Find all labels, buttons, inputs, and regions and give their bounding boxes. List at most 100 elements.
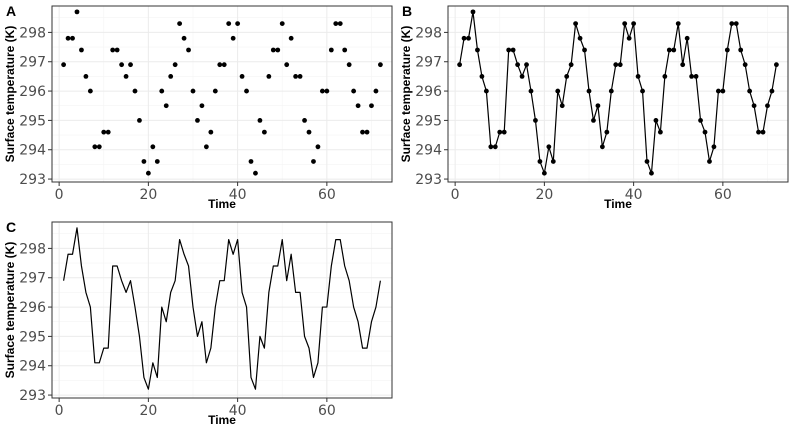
x-tick-label-c: 40: [229, 403, 247, 419]
data-point-a: [168, 74, 174, 79]
data-point-b: [608, 88, 614, 94]
data-point-a: [297, 74, 303, 79]
data-point-a: [226, 21, 232, 26]
data-point-a: [342, 47, 348, 53]
data-point-b: [724, 47, 730, 53]
data-point-b: [470, 9, 476, 15]
y-tick-label-c: 296: [19, 300, 46, 316]
data-point-a: [235, 21, 241, 26]
data-point-a: [119, 62, 125, 68]
y-tick-label-a: 298: [19, 25, 46, 41]
data-point-b: [497, 129, 503, 135]
data-point-b: [457, 62, 462, 68]
data-point-b: [510, 47, 516, 53]
data-point-a: [145, 170, 151, 176]
data-point-b: [599, 144, 605, 150]
panel-a: 0 20 40 60 293 294 295 296 297 298 Time Surface tem…: [3, 3, 393, 211]
data-point-b: [595, 103, 601, 109]
y-tick-label-b: 293: [415, 172, 442, 188]
data-point-b: [631, 21, 637, 26]
data-point-a: [137, 118, 142, 123]
data-point-a: [230, 35, 236, 41]
data-point-a: [141, 159, 147, 164]
data-point-b: [541, 170, 547, 176]
panel-label-c: C: [6, 219, 16, 235]
y-axis-title-a: Surface temperature (K): [3, 26, 17, 163]
panel-c: 0 20 40 60 293 294 295 296 297 298 Time Surface tem…: [3, 219, 393, 427]
plot-background-c: [52, 222, 392, 398]
data-point-b: [662, 74, 668, 79]
data-point-a: [244, 88, 249, 94]
data-point-b: [501, 129, 507, 135]
data-point-a: [199, 103, 205, 109]
data-point-a: [369, 103, 374, 109]
data-point-b: [528, 88, 534, 94]
panel-label-a: A: [6, 3, 16, 19]
data-point-a: [266, 74, 272, 79]
data-point-b: [586, 88, 592, 94]
y-tick-label-c: 298: [19, 241, 46, 257]
data-point-a: [288, 35, 294, 41]
data-point-a: [360, 129, 365, 135]
plot-background-b: [448, 6, 788, 182]
x-axis-title-b: Time: [604, 197, 632, 211]
data-point-b: [559, 103, 565, 109]
data-point-b: [492, 144, 498, 150]
y-tick-label-b: 294: [415, 143, 442, 159]
data-point-b: [550, 159, 556, 164]
data-point-b: [742, 62, 748, 68]
data-point-b: [702, 129, 708, 135]
y-axis-title-c: Surface temperature (K): [3, 242, 17, 379]
data-point-a: [177, 21, 183, 26]
x-tick-label-b: 0: [451, 187, 460, 203]
data-point-a: [128, 62, 133, 68]
data-point-a: [311, 159, 316, 164]
data-point-a: [203, 144, 209, 150]
data-point-b: [533, 118, 538, 123]
data-point-b: [524, 62, 529, 68]
data-point-b: [582, 47, 587, 53]
data-point-a: [293, 74, 299, 79]
data-point-a: [306, 129, 312, 135]
panel-border-c: [51, 221, 393, 399]
y-tick-label-a: 294: [19, 143, 46, 159]
y-tick-label-b: 297: [415, 55, 442, 71]
y-tick-label-c: 294: [19, 359, 46, 375]
data-point-b: [466, 35, 471, 41]
data-point-a: [96, 144, 102, 150]
x-tick-label-c: 60: [318, 403, 336, 419]
data-point-b: [774, 62, 779, 68]
data-point-b: [573, 21, 579, 26]
y-tick-label-c: 297: [19, 271, 46, 287]
data-point-b: [698, 118, 703, 123]
data-point-a: [337, 21, 343, 26]
y-tick-label-c: 295: [19, 329, 46, 345]
data-point-b: [680, 62, 686, 68]
data-point-a: [333, 21, 339, 26]
data-point-b: [591, 118, 596, 123]
series-line-c: [63, 227, 381, 390]
data-point-b: [707, 159, 712, 164]
data-point-b: [622, 21, 628, 26]
data-point-b: [475, 47, 480, 53]
data-point-a: [150, 144, 156, 150]
data-point-b: [729, 21, 735, 26]
data-point-b: [613, 62, 619, 68]
data-point-a: [248, 159, 254, 164]
x-tick-label-a: 60: [318, 187, 336, 203]
data-point-a: [239, 74, 245, 79]
data-point-a: [346, 62, 352, 68]
data-point-b: [519, 74, 525, 79]
data-point-a: [319, 88, 325, 94]
data-point-a: [110, 47, 116, 53]
data-point-a: [159, 88, 165, 94]
data-point-a: [302, 118, 307, 123]
data-point-b: [693, 74, 699, 79]
data-point-a: [378, 62, 383, 68]
y-tick-label-b: 296: [415, 84, 442, 100]
data-point-a: [65, 35, 71, 41]
data-point-a: [364, 129, 370, 135]
data-point-b: [461, 35, 467, 41]
data-point-a: [208, 129, 214, 135]
data-point-a: [114, 47, 120, 53]
